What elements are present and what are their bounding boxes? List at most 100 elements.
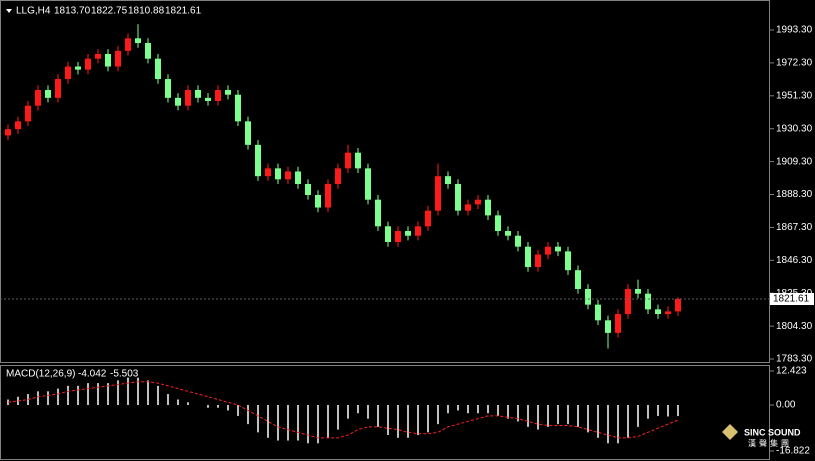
candle-body [455,184,461,211]
y-tick-label: 1951.30 [776,90,813,101]
candle-body [125,38,131,51]
candle-body [595,304,601,321]
candle-body [475,199,481,205]
y2-tick-label: 12.423 [776,366,807,377]
y-tick-label: 1888.30 [776,189,813,200]
candle-body [345,152,351,169]
candle-body [235,94,241,122]
candle-body [355,152,361,169]
candle-body [515,235,521,247]
candle-body [495,215,501,232]
signal-line [7,381,679,439]
candle-body [435,176,441,211]
candle-body [615,314,621,333]
candle-body [325,184,331,208]
watermark-brand: SINC SOUND [744,427,801,437]
watermark: SINC SOUND 漢聲集團 [722,424,801,448]
chart-title: LLG,H4 [16,6,51,17]
candle-body [225,90,231,95]
candle-body [465,204,471,211]
ohlc-label: 1822.75 [91,6,128,17]
macd-label: -4.042 [78,369,107,380]
candle-body [635,288,641,294]
candle-body [675,299,681,312]
candle-body [585,288,591,305]
candle-body [15,121,21,130]
candle-body [95,53,101,59]
y-tick-label: 1804.30 [776,321,813,332]
candle-body [305,184,311,195]
candle-body [575,270,581,289]
candle-body [145,43,151,59]
y-tick-label: 1972.30 [776,58,813,69]
candle-body [85,58,91,70]
candle-body [175,97,181,106]
y2-tick-label: -16.822 [776,446,810,457]
y-tick-label: 1846.30 [776,255,813,266]
candle-body [565,251,571,271]
candle-body [485,199,491,216]
candle-body [425,210,431,227]
y2-tick-label: 0.00 [776,400,796,411]
candle-body [405,231,411,236]
candle-body [655,309,661,315]
candle-body [35,90,41,106]
ohlc-label: 1821.61 [165,6,202,17]
candle-body [55,79,61,98]
watermark-logo [722,424,738,440]
candle-body [115,50,121,67]
main-panel-border [0,0,770,363]
candle-body [365,168,371,200]
candle-body [385,226,391,242]
candle-body [535,254,541,268]
candle-body [165,79,171,98]
candle-body [525,246,531,268]
candle-body [315,194,321,208]
ohlc-label: 1813.70 [54,6,91,17]
candle-body [545,246,551,255]
watermark-sub: 漢聲集團 [748,438,792,448]
candle-body [285,171,291,180]
candle-body [645,293,651,310]
y-tick-label: 1867.30 [776,222,813,233]
candle-body [415,226,421,236]
candle-body [215,90,221,101]
candle-body [665,311,671,315]
candle-body [265,168,271,177]
ohlc-label: 1810.88 [128,6,165,17]
y-tick-label: 1930.30 [776,123,813,134]
candle-body [185,90,191,106]
candle-body [195,90,201,98]
candle-body [5,129,11,136]
candle-body [135,38,141,44]
macd-panel-border [0,365,770,460]
y-tick-label: 1783.30 [776,354,813,365]
candle-body [155,58,161,80]
candle-body [275,168,281,180]
candle-body [555,246,561,252]
macd-title: MACD(12,26,9) [6,369,75,380]
candle-body [205,97,211,101]
last-price-label: 1821.61 [773,294,810,305]
menu-arrow [6,9,12,13]
candle-body [605,320,611,333]
candle-body [25,105,31,122]
candle-body [625,288,631,315]
candle-body [395,231,401,242]
candle-body [255,144,261,177]
candle-body [75,66,81,70]
candle-body [375,199,381,227]
candle-body [45,90,51,98]
candle-body [335,168,341,185]
candle-body [295,171,301,185]
candle-body [505,231,511,236]
candle-body [105,53,111,67]
candle-body [65,66,71,80]
candle-body [245,121,251,145]
last-price-box [770,293,814,306]
y-tick-label: 1993.30 [776,25,813,36]
macd-label: -5.503 [110,369,139,380]
candle-body [445,176,451,185]
y-tick-label: 1909.30 [776,156,813,167]
